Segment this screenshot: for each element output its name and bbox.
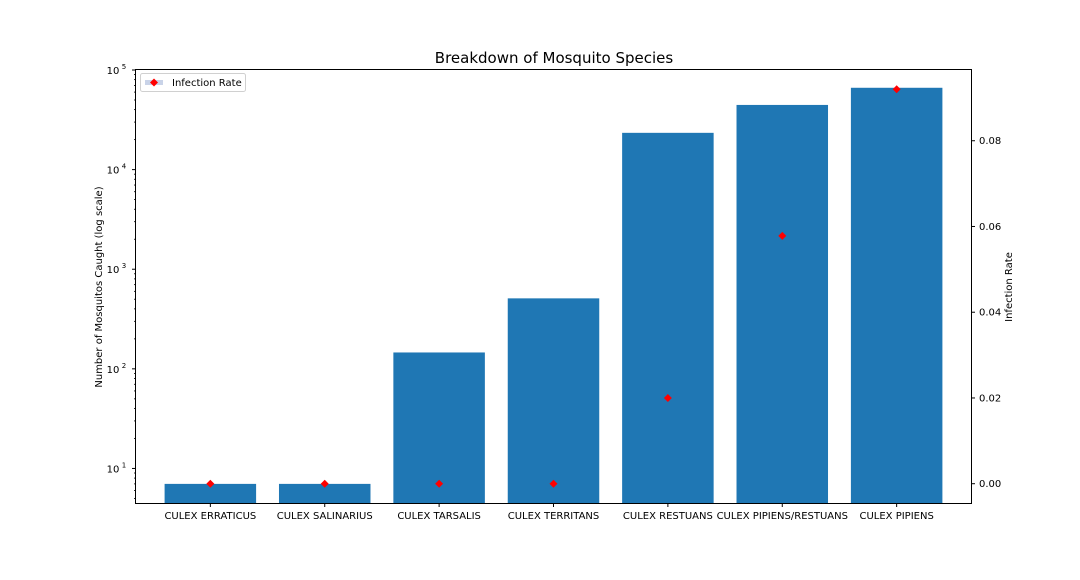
bar bbox=[393, 352, 485, 503]
bar bbox=[278, 483, 371, 503]
chart-title: Breakdown of Mosquito Species bbox=[435, 49, 674, 67]
y-axis-label: Number of Mosquitos Caught (log scale) bbox=[94, 186, 105, 387]
y2-tick-label: 0.00 bbox=[979, 479, 1001, 490]
y-tick-label: 10 bbox=[107, 166, 120, 177]
data-point bbox=[663, 393, 672, 402]
data-point bbox=[892, 85, 901, 94]
y-tick-exponent: 4 bbox=[122, 163, 127, 171]
data-point bbox=[778, 231, 787, 240]
y-tick-exponent: 5 bbox=[122, 63, 126, 71]
y-tick-label: 10 bbox=[107, 365, 120, 376]
data-point bbox=[549, 479, 558, 488]
y-tick-label: 10 bbox=[107, 464, 120, 475]
bar bbox=[622, 132, 714, 503]
bar bbox=[736, 104, 829, 503]
x-tick-label: CULEX TARSALIS bbox=[397, 511, 481, 522]
y-tick-exponent: 3 bbox=[122, 262, 126, 270]
bar bbox=[164, 483, 257, 503]
bars-layer bbox=[164, 87, 943, 503]
y2-tick-label: 0.04 bbox=[979, 308, 1001, 319]
bar bbox=[507, 298, 600, 503]
y-tick-label: 10 bbox=[107, 265, 120, 276]
bar bbox=[850, 87, 943, 503]
y2-axis-label: Infection Rate bbox=[1004, 252, 1015, 322]
x-tick-label: CULEX ERRATICUS bbox=[164, 511, 256, 522]
x-tick-label: CULEX TERRITANS bbox=[508, 511, 600, 522]
y-tick-exponent: 2 bbox=[122, 362, 126, 370]
legend-label: Infection Rate bbox=[172, 78, 242, 89]
x-axis: CULEX ERRATICUS CULEX SALINARIUS CULEX TAR… bbox=[164, 503, 934, 522]
y-tick-exponent: 1 bbox=[122, 461, 126, 469]
data-point bbox=[320, 479, 329, 488]
data-point bbox=[435, 479, 444, 488]
legend-marker-icon bbox=[150, 78, 158, 87]
y-tick-label: 10 bbox=[107, 66, 120, 77]
x-tick-label: CULEX SALINARIUS bbox=[277, 511, 373, 522]
legend: Infection Rate bbox=[140, 73, 246, 92]
x-tick-label: CULEX RESTUANS bbox=[623, 511, 713, 522]
markers-layer bbox=[206, 85, 901, 488]
y2-tick-label: 0.08 bbox=[979, 136, 1001, 147]
legend-box bbox=[140, 73, 246, 92]
y-axis-right: 0.00 0.02 0.04 0.06 0.08 bbox=[971, 136, 1001, 490]
x-tick-label: CULEX PIPIENS bbox=[859, 511, 933, 522]
data-point bbox=[206, 479, 215, 488]
y2-tick-label: 0.06 bbox=[979, 222, 1001, 233]
y2-tick-label: 0.02 bbox=[979, 393, 1001, 404]
x-tick-label: CULEX PIPIENS/RESTUANS bbox=[717, 511, 848, 522]
